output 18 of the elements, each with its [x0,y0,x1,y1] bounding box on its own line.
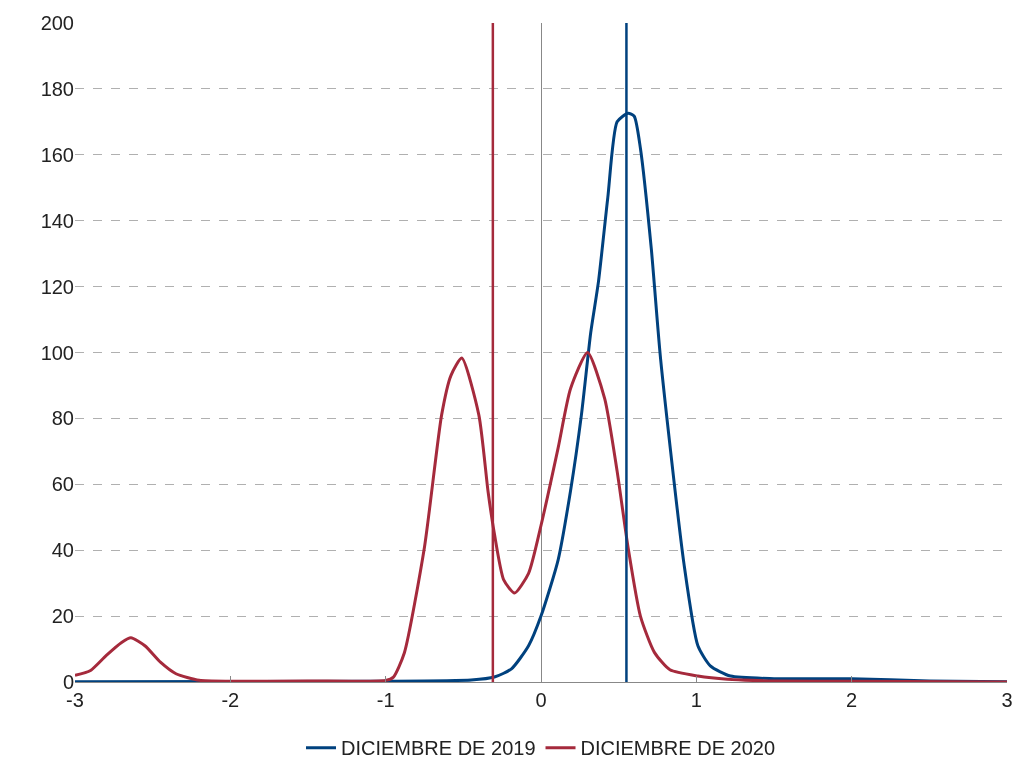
y-tick-label: 160 [40,143,74,166]
x-tick-label: 2 [846,689,858,711]
y-tick-label: 180 [40,77,74,100]
y-tick-label: 100 [40,341,74,364]
y-tick-label: 140 [40,209,74,232]
x-tick-label: 0 [535,689,547,711]
legend-label: DICIEMBRE DE 2020 [580,737,776,760]
y-tick-label: 80 [51,407,74,430]
x-tick-label: 3 [1001,689,1013,711]
x-tick-label: 1 [690,689,702,711]
x-tick-label: -2 [221,689,240,711]
y-tick-label: 20 [51,605,74,628]
y-tick-label: 60 [51,473,74,496]
y-tick-label: 120 [40,275,74,298]
y-tick-label: 40 [51,539,74,562]
legend-label: DICIEMBRE DE 2019 [341,737,536,760]
x-tick-label: -1 [376,689,395,711]
y-tick-label: 200 [40,12,74,34]
